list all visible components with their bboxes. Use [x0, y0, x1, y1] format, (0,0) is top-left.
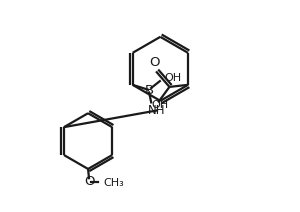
- Text: CH₃: CH₃: [103, 178, 124, 188]
- Text: OH: OH: [164, 73, 181, 83]
- Text: B: B: [145, 84, 154, 96]
- Text: NH: NH: [148, 105, 166, 117]
- Text: O: O: [149, 56, 160, 69]
- Text: O: O: [84, 175, 94, 188]
- Text: OH: OH: [151, 100, 168, 110]
